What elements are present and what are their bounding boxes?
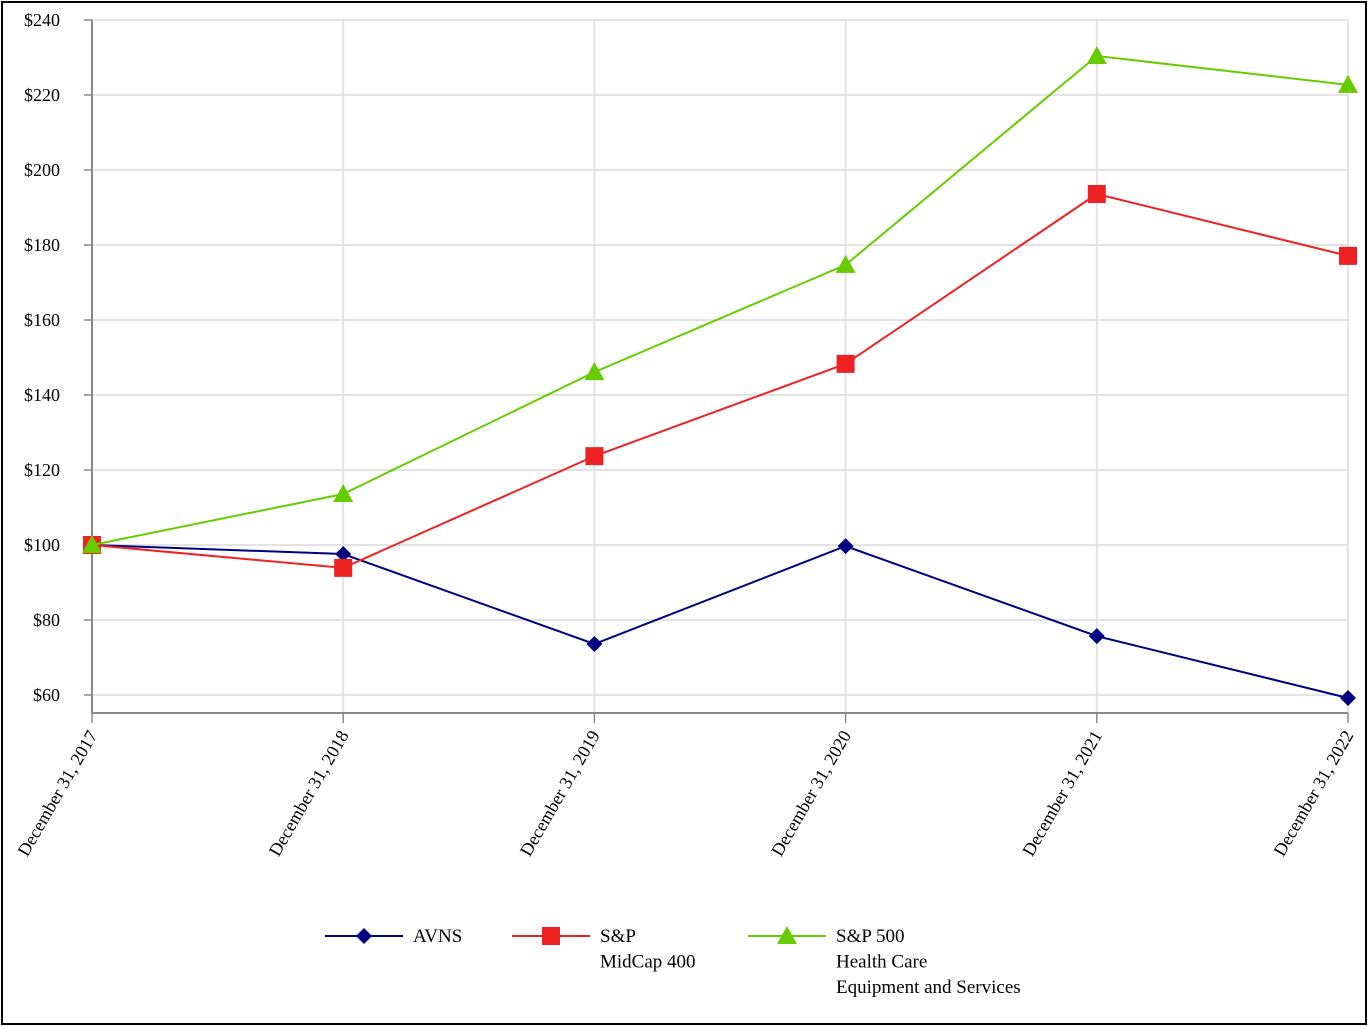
data-point-diamond bbox=[335, 546, 352, 562]
data-point-diamond bbox=[1340, 690, 1356, 706]
legend-marker-diamond bbox=[356, 928, 372, 944]
legend-label: S&P 500 bbox=[836, 926, 904, 947]
legend-label: Equipment and Services bbox=[836, 977, 1021, 998]
y-tick-label: $140 bbox=[24, 385, 60, 405]
y-tick-label: $180 bbox=[24, 235, 60, 255]
data-point-triangle bbox=[584, 362, 605, 381]
data-point-square bbox=[334, 558, 353, 577]
y-tick-label: $200 bbox=[24, 160, 60, 180]
data-point-triangle bbox=[1338, 74, 1358, 93]
legend-marker-triangle bbox=[777, 926, 797, 944]
data-point-diamond bbox=[837, 538, 854, 555]
y-tick-label: $100 bbox=[24, 535, 60, 555]
legend-label: S&P bbox=[600, 926, 636, 947]
y-tick-label: $160 bbox=[24, 310, 60, 330]
y-tick-label: $120 bbox=[24, 460, 60, 480]
data-point-triangle bbox=[1086, 46, 1107, 64]
x-tick-label: December 31, 2022 bbox=[1269, 727, 1357, 860]
data-point-diamond bbox=[1088, 628, 1105, 645]
legend-label: MidCap 400 bbox=[600, 952, 696, 973]
x-tick-label: December 31, 2021 bbox=[1018, 727, 1106, 860]
x-tick-label: December 31, 2020 bbox=[767, 727, 855, 860]
legend-label: Health Care bbox=[836, 952, 927, 973]
y-tick-label: $80 bbox=[33, 610, 60, 630]
data-point-triangle bbox=[333, 484, 354, 502]
series-line-0 bbox=[91, 544, 1349, 699]
data-point-triangle bbox=[82, 535, 102, 553]
data-point-square bbox=[585, 447, 604, 466]
x-tick-label: December 31, 2017 bbox=[13, 727, 101, 860]
data-point-square bbox=[1339, 246, 1357, 265]
y-tick-label: $220 bbox=[24, 85, 60, 105]
data-point-diamond bbox=[586, 636, 603, 652]
legend-marker-square bbox=[542, 927, 560, 945]
data-point-square bbox=[1087, 185, 1106, 203]
y-tick-label: $240 bbox=[24, 10, 60, 30]
legend-label: AVNS bbox=[413, 926, 462, 947]
series-line-1 bbox=[91, 192, 1349, 569]
data-point-square bbox=[836, 354, 855, 373]
series-line-2 bbox=[91, 54, 1349, 546]
x-tick-label: December 31, 2018 bbox=[265, 727, 353, 860]
data-point-triangle bbox=[835, 254, 856, 273]
y-tick-label: $60 bbox=[33, 685, 60, 705]
x-tick-label: December 31, 2019 bbox=[516, 727, 604, 860]
